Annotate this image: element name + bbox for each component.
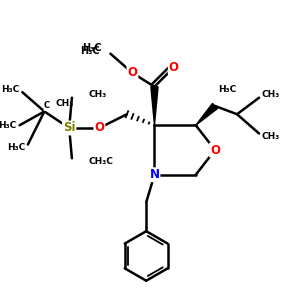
Text: CH₃: CH₃ xyxy=(262,132,280,141)
Text: O: O xyxy=(210,143,220,157)
Text: O: O xyxy=(128,66,137,80)
Polygon shape xyxy=(151,87,158,125)
Text: CH₃C: CH₃C xyxy=(88,157,113,166)
Text: CH₃: CH₃ xyxy=(262,91,280,100)
Text: N: N xyxy=(149,168,160,181)
Text: Si: Si xyxy=(63,122,75,134)
Text: H₃C: H₃C xyxy=(2,85,20,94)
Text: H₃C: H₃C xyxy=(80,46,99,56)
Text: H₃C: H₃C xyxy=(7,143,25,152)
Text: CH₃: CH₃ xyxy=(56,99,74,108)
Text: C: C xyxy=(44,101,50,110)
Text: H₃C: H₃C xyxy=(218,85,236,94)
Text: O: O xyxy=(94,122,104,134)
Polygon shape xyxy=(196,103,218,125)
Text: O: O xyxy=(169,61,179,74)
Text: H₃C: H₃C xyxy=(0,121,17,130)
Text: CH₃: CH₃ xyxy=(88,91,107,100)
Text: H₃C: H₃C xyxy=(82,43,102,53)
